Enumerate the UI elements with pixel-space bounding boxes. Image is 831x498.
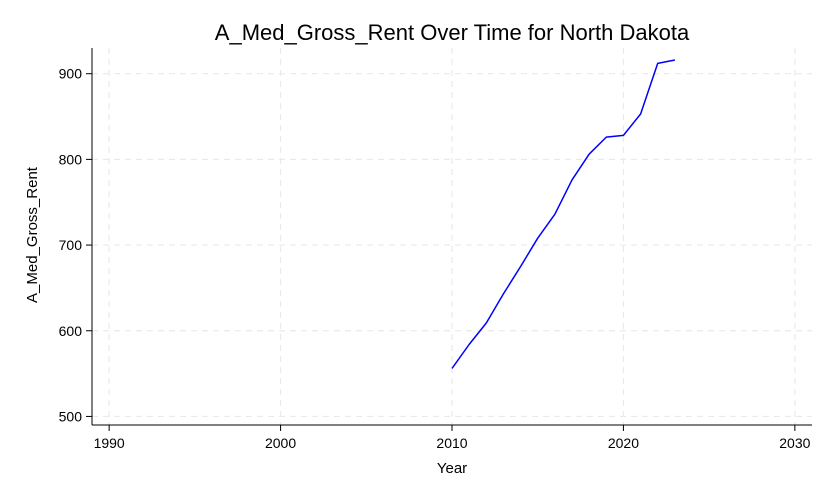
data-point bbox=[588, 153, 591, 156]
x-axis-label: Year bbox=[437, 460, 467, 477]
data-point bbox=[622, 134, 625, 137]
y-tick-label: 600 bbox=[59, 323, 83, 339]
series bbox=[451, 58, 676, 370]
data-point bbox=[468, 343, 471, 346]
chart-title: A_Med_Gross_Rent Over Time for North Dak… bbox=[215, 20, 690, 45]
data-point bbox=[605, 136, 608, 139]
data-point bbox=[536, 237, 539, 240]
data-point bbox=[519, 265, 522, 268]
x-tick-label: 2020 bbox=[608, 435, 639, 451]
data-point bbox=[571, 178, 574, 181]
y-tick-label: 900 bbox=[59, 66, 83, 82]
y-tick-label: 700 bbox=[59, 237, 83, 253]
data-point bbox=[502, 292, 505, 295]
data-point bbox=[673, 58, 676, 61]
x-tick-label: 2000 bbox=[265, 435, 296, 451]
data-point bbox=[451, 367, 454, 370]
data-point bbox=[553, 213, 556, 216]
tick-labels: 1990 2000 2010 2020 2030 500 600 700 800 900 bbox=[59, 66, 811, 451]
x-tick-label: 2010 bbox=[436, 435, 467, 451]
axes bbox=[86, 48, 812, 431]
y-tick-label: 800 bbox=[59, 151, 83, 167]
series-line bbox=[451, 59, 676, 369]
data-point bbox=[656, 62, 659, 65]
grid bbox=[92, 48, 812, 425]
data-point bbox=[485, 322, 488, 325]
x-tick-label: 1990 bbox=[94, 435, 125, 451]
data-point bbox=[639, 112, 642, 115]
x-tick-label: 2030 bbox=[779, 435, 810, 451]
y-axis-label: A_Med_Gross_Rent bbox=[24, 166, 41, 303]
y-tick-label: 500 bbox=[59, 408, 83, 424]
